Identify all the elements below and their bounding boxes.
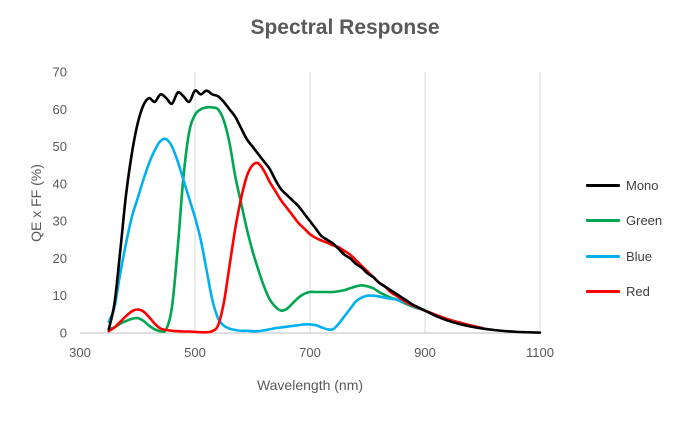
legend-item-blue: Blue (586, 247, 662, 265)
legend-label: Green (626, 213, 663, 228)
x-tick-label: 300 (69, 345, 91, 360)
y-tick-label: 30 (53, 214, 67, 229)
legend-item-red: Red (586, 283, 662, 301)
x-tick-label: 700 (299, 345, 321, 360)
legend-label: Red (626, 284, 650, 299)
y-tick-label: 10 (53, 288, 67, 303)
legend-item-mono: Mono (586, 176, 662, 194)
x-tick-label: 1100 (526, 345, 554, 360)
y-axis-label: QE x FF (%) (28, 164, 44, 242)
x-axis-label: Wavelength (nm) (257, 377, 363, 393)
series-line-red (107, 161, 484, 334)
y-tick-label: 0 (60, 326, 67, 341)
legend-swatch (586, 290, 620, 293)
grid-lines (194, 72, 541, 333)
legend: Mono Green Blue Red (586, 176, 662, 318)
legend-label: Mono (626, 177, 659, 193)
y-tick-label: 50 (53, 139, 67, 154)
series-line-blue (107, 137, 484, 333)
y-tick-label: 60 (53, 102, 67, 117)
legend-swatch (586, 183, 620, 187)
legend-swatch (586, 254, 620, 258)
y-tick-label: 70 (53, 65, 67, 80)
y-tick-labels: 0 10 20 30 40 50 60 70 (53, 65, 67, 341)
chart-title: Spectral Response (250, 16, 440, 39)
x-tick-label: 500 (184, 345, 206, 360)
y-tick-label: 20 (53, 251, 67, 266)
series-line-mono (107, 89, 542, 334)
y-tick-label: 40 (53, 176, 67, 191)
series-lines (107, 89, 542, 334)
legend-item-green: Green (586, 212, 662, 230)
x-tick-label: 900 (414, 345, 436, 360)
series-line-green (107, 105, 484, 334)
legend-label: Blue (626, 248, 653, 264)
legend-swatch (586, 219, 620, 222)
x-tick-labels: 300 500 700 900 1100 (69, 345, 554, 360)
